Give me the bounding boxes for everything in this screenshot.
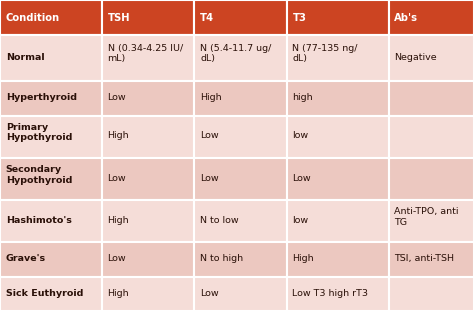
Text: Hashimoto's: Hashimoto's [6, 216, 72, 225]
Bar [287, 81, 389, 116]
Bar [287, 200, 389, 243]
Bar [389, 158, 474, 200]
Bar [389, 116, 474, 158]
Bar [102, 0, 194, 35]
Bar [194, 243, 287, 277]
Bar [0, 243, 102, 277]
Bar [102, 158, 194, 200]
Bar [194, 277, 287, 311]
Text: high: high [292, 93, 313, 102]
Bar [102, 116, 194, 158]
Bar [0, 200, 102, 243]
Bar [102, 277, 194, 311]
Text: Low: Low [200, 131, 219, 140]
Bar [0, 277, 102, 311]
Text: low: low [292, 131, 309, 140]
Text: low: low [292, 216, 309, 225]
Text: High: High [108, 289, 129, 298]
Text: T3: T3 [292, 12, 306, 23]
Text: Normal: Normal [6, 53, 44, 62]
Bar [194, 35, 287, 81]
Text: Low: Low [200, 289, 219, 298]
Bar [287, 158, 389, 200]
Bar [102, 200, 194, 243]
Text: Hyperthyroid: Hyperthyroid [6, 93, 77, 102]
Text: N to low: N to low [200, 216, 238, 225]
Bar [194, 116, 287, 158]
Bar [102, 81, 194, 116]
Text: T4: T4 [200, 12, 214, 23]
Bar [287, 243, 389, 277]
Text: Low: Low [108, 254, 126, 263]
Text: N (5.4-11.7 ug/
dL): N (5.4-11.7 ug/ dL) [200, 44, 272, 63]
Bar [389, 200, 474, 243]
Bar [287, 116, 389, 158]
Text: N (77-135 ng/
dL): N (77-135 ng/ dL) [292, 44, 358, 63]
Text: Low: Low [108, 174, 126, 183]
Text: Sick Euthyroid: Sick Euthyroid [6, 289, 83, 298]
Bar [102, 35, 194, 81]
Text: Ab's: Ab's [394, 12, 419, 23]
Text: Grave's: Grave's [6, 254, 46, 263]
Bar [194, 81, 287, 116]
Bar [287, 0, 389, 35]
Bar [389, 277, 474, 311]
Bar [0, 158, 102, 200]
Bar [0, 116, 102, 158]
Text: TSH: TSH [108, 12, 130, 23]
Bar [287, 277, 389, 311]
Text: Low: Low [200, 174, 219, 183]
Text: High: High [108, 216, 129, 225]
Bar [0, 0, 102, 35]
Text: Low: Low [108, 93, 126, 102]
Text: Secondary
Hypothyroid: Secondary Hypothyroid [6, 165, 72, 185]
Text: TSI, anti-TSH: TSI, anti-TSH [394, 254, 455, 263]
Text: High: High [108, 131, 129, 140]
Bar [102, 243, 194, 277]
Text: High: High [200, 93, 222, 102]
Text: Low T3 high rT3: Low T3 high rT3 [292, 289, 368, 298]
Bar [0, 35, 102, 81]
Bar [389, 243, 474, 277]
Text: Condition: Condition [6, 12, 60, 23]
Bar [194, 158, 287, 200]
Bar [0, 81, 102, 116]
Text: N to high: N to high [200, 254, 243, 263]
Bar [287, 35, 389, 81]
Text: High: High [292, 254, 314, 263]
Bar [389, 81, 474, 116]
Text: Low: Low [292, 174, 311, 183]
Bar [389, 35, 474, 81]
Bar [194, 200, 287, 243]
Text: Negative: Negative [394, 53, 437, 62]
Bar [389, 0, 474, 35]
Bar [194, 0, 287, 35]
Text: Anti-TPO, anti
TG: Anti-TPO, anti TG [394, 207, 459, 227]
Text: Primary
Hypothyroid: Primary Hypothyroid [6, 123, 72, 142]
Text: N (0.34-4.25 IU/
mL): N (0.34-4.25 IU/ mL) [108, 44, 183, 63]
